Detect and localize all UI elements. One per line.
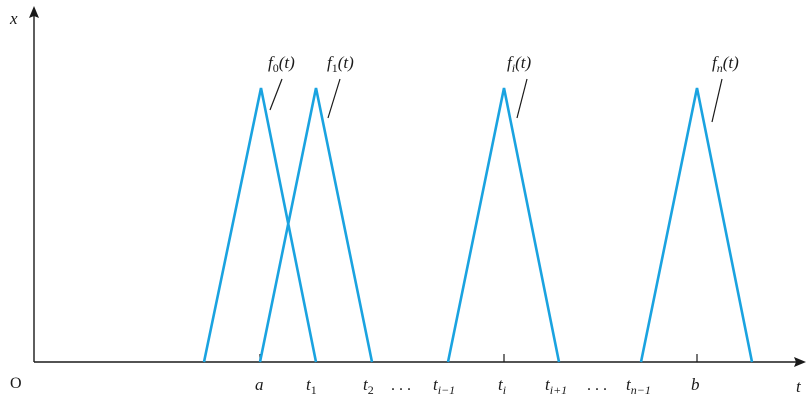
- t-axis-arrowhead: [794, 357, 806, 367]
- origin-label: O: [10, 375, 22, 392]
- tick-label-a: a: [255, 375, 264, 394]
- label-fn: fn(t): [712, 53, 739, 75]
- label-f0: f0(t): [268, 53, 295, 75]
- leader-f1: [327, 78, 341, 119]
- leader-fn: [711, 78, 723, 123]
- tick-label-b: b: [691, 375, 700, 394]
- x-axis-arrowhead: [29, 6, 39, 18]
- tick-label-t2: t2: [363, 375, 374, 397]
- x-axis-label: x: [9, 9, 18, 28]
- leader-f0: [269, 78, 283, 111]
- label-f1: f1(t): [327, 53, 354, 75]
- curve-f0: [202, 87, 318, 363]
- curve-f1: [258, 87, 374, 363]
- leader-fi: [516, 78, 528, 119]
- tick-label-t-ip1: ti+1: [545, 375, 567, 397]
- label-fi: fi(t): [507, 53, 531, 75]
- curve-fn: [639, 87, 754, 363]
- tick-label-dots-1: . . .: [391, 377, 411, 394]
- tick-label-t-nm1: tn−1: [626, 375, 651, 397]
- tick-label-t-i: ti: [498, 375, 506, 397]
- tick-label-t-im1: ti−1: [433, 375, 455, 397]
- curve-fi: [446, 87, 561, 363]
- tick-label-dots-2: . . .: [587, 377, 607, 394]
- tick-label-t1: t1: [306, 375, 317, 397]
- t-axis-label: t: [796, 377, 802, 396]
